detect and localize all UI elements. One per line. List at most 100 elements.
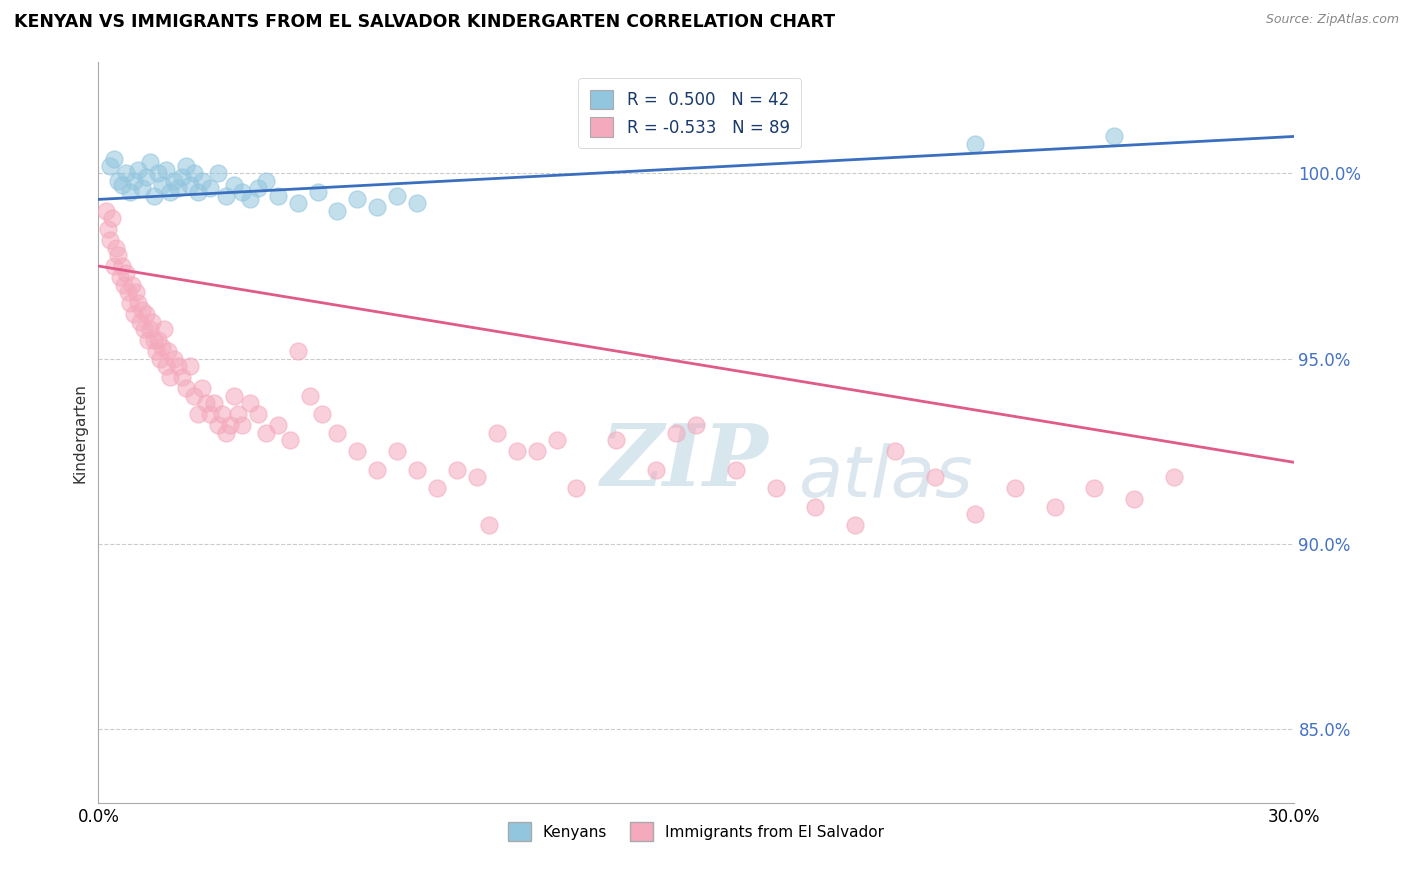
Text: Source: ZipAtlas.com: Source: ZipAtlas.com	[1265, 13, 1399, 27]
Point	[406, 196, 429, 211]
Point	[963, 136, 986, 151]
Point	[231, 418, 253, 433]
Point	[246, 181, 269, 195]
Point	[326, 203, 349, 218]
Point	[685, 418, 707, 433]
Point	[215, 425, 238, 440]
Point	[131, 303, 153, 318]
Point	[148, 167, 170, 181]
Text: atlas: atlas	[797, 442, 972, 511]
Point	[111, 178, 134, 192]
Point	[219, 418, 242, 433]
Point	[346, 444, 368, 458]
Point	[254, 174, 277, 188]
Point	[191, 174, 214, 188]
Y-axis label: Kindergarten: Kindergarten	[72, 383, 87, 483]
Point	[267, 418, 290, 433]
Point	[565, 481, 588, 495]
Point	[222, 178, 245, 192]
Point	[326, 425, 349, 440]
Point	[287, 196, 309, 211]
Point	[446, 462, 468, 476]
Point	[385, 444, 409, 458]
Point	[110, 270, 132, 285]
Point	[179, 178, 201, 192]
Point	[884, 444, 907, 458]
Point	[136, 333, 159, 347]
Point	[202, 396, 225, 410]
Point	[103, 152, 125, 166]
Point	[107, 248, 129, 262]
Point	[1163, 470, 1185, 484]
Point	[135, 307, 157, 321]
Point	[239, 396, 262, 410]
Point	[98, 233, 122, 247]
Point	[141, 314, 163, 328]
Point	[198, 407, 221, 421]
Point	[526, 444, 548, 458]
Point	[157, 344, 180, 359]
Point	[129, 314, 152, 328]
Point	[724, 462, 747, 476]
Point	[124, 174, 146, 188]
Point	[115, 167, 138, 181]
Point	[478, 518, 501, 533]
Point	[167, 181, 190, 195]
Point	[215, 188, 238, 202]
Point	[111, 259, 134, 273]
Point	[924, 470, 946, 484]
Point	[187, 185, 209, 199]
Point	[167, 359, 190, 373]
Point	[207, 167, 229, 181]
Point	[1043, 500, 1066, 514]
Point	[179, 359, 201, 373]
Point	[844, 518, 866, 533]
Point	[191, 381, 214, 395]
Point	[246, 407, 269, 421]
Point	[366, 200, 388, 214]
Point	[426, 481, 449, 495]
Point	[231, 185, 253, 199]
Point	[115, 267, 138, 281]
Point	[163, 351, 186, 366]
Point	[254, 425, 277, 440]
Point	[155, 162, 177, 177]
Text: KENYAN VS IMMIGRANTS FROM EL SALVADOR KINDERGARTEN CORRELATION CHART: KENYAN VS IMMIGRANTS FROM EL SALVADOR KI…	[14, 13, 835, 31]
Point	[145, 344, 167, 359]
Point	[105, 241, 128, 255]
Point	[183, 388, 205, 402]
Point	[645, 462, 668, 476]
Point	[267, 188, 290, 202]
Point	[117, 285, 139, 299]
Point	[159, 185, 181, 199]
Point	[172, 370, 194, 384]
Point	[183, 167, 205, 181]
Point	[346, 193, 368, 207]
Point	[143, 333, 166, 347]
Point	[148, 333, 170, 347]
Point	[187, 407, 209, 421]
Point	[1083, 481, 1105, 495]
Point	[149, 351, 172, 366]
Point	[366, 462, 388, 476]
Text: ZIP: ZIP	[600, 420, 768, 504]
Point	[307, 185, 329, 199]
Point	[298, 388, 321, 402]
Point	[506, 444, 529, 458]
Point	[278, 433, 301, 447]
Point	[97, 222, 120, 236]
Point	[103, 259, 125, 273]
Point	[195, 396, 218, 410]
Point	[150, 341, 173, 355]
Point	[172, 170, 194, 185]
Point	[211, 407, 233, 421]
Point	[1004, 481, 1026, 495]
Point	[963, 507, 986, 521]
Point	[134, 322, 156, 336]
Point	[222, 388, 245, 402]
Point	[150, 178, 173, 192]
Point	[406, 462, 429, 476]
Point	[465, 470, 488, 484]
Point	[765, 481, 787, 495]
Point	[665, 425, 688, 440]
